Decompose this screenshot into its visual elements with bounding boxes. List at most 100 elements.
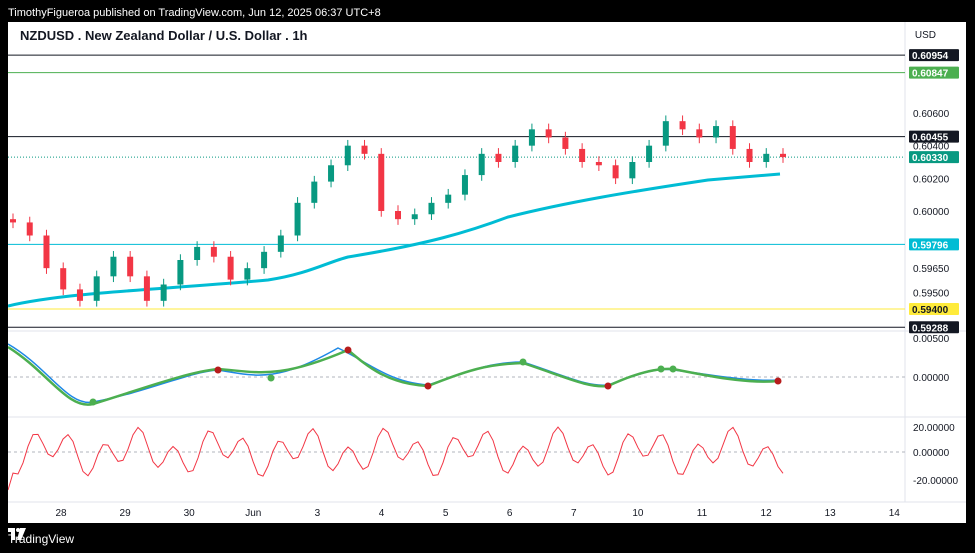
candle-body — [445, 194, 452, 203]
candle-body — [478, 153, 485, 176]
price-level-badge — [909, 321, 959, 334]
candle-body — [729, 126, 736, 149]
candle-body — [143, 276, 150, 301]
candle-body — [746, 148, 753, 162]
macd-cross-dot — [89, 398, 97, 406]
price-level-label: 0.60954 — [912, 51, 949, 62]
candle-body — [10, 219, 16, 223]
macd-tick-label: 0.00500 — [913, 334, 950, 345]
time-tick-label: 11 — [697, 508, 708, 519]
candle-body — [160, 284, 167, 301]
candle-body — [780, 153, 786, 158]
macd-cross-dot — [267, 374, 275, 382]
candle-body — [76, 289, 83, 301]
candle-body — [395, 211, 401, 220]
macd-cross-dot — [669, 365, 677, 373]
candle-body — [461, 175, 468, 195]
candle-body — [612, 165, 619, 179]
candle-body — [26, 222, 33, 236]
last-price-label: 0.60330 — [912, 153, 949, 164]
price-tick-label: 0.60400 — [913, 142, 950, 153]
macd-cross-dot — [657, 365, 665, 373]
footer-brand-label: TradingView — [8, 532, 75, 546]
candle-body — [344, 145, 351, 166]
candle-body — [60, 268, 67, 290]
candle-body — [227, 256, 234, 280]
footer-brand: TradingView — [8, 528, 74, 550]
price-tick-label: 0.60600 — [913, 109, 950, 120]
signal-line — [8, 345, 779, 406]
time-tick-label: 28 — [55, 508, 67, 519]
time-tick-label: 7 — [571, 508, 577, 519]
moving-average-line — [8, 172, 781, 308]
candle-body — [378, 153, 385, 211]
rsi-tick-label: 0.00000 — [913, 448, 950, 459]
candle-body — [328, 165, 335, 182]
price-level-label: 0.59400 — [912, 305, 949, 316]
rsi-line — [8, 426, 784, 491]
publisher-line: TimothyFigueroa published on TradingView… — [8, 7, 381, 19]
candle-body — [662, 121, 669, 146]
time-tick-label: 13 — [825, 508, 837, 519]
macd-cross-dot — [519, 358, 527, 366]
candle-body — [361, 145, 368, 154]
candle-body — [177, 260, 184, 285]
candle-body — [411, 214, 418, 220]
price-level-badge — [909, 130, 959, 143]
candle-body — [261, 251, 268, 269]
candle-body — [713, 126, 720, 138]
candle-body — [495, 153, 502, 162]
rsi-tick-label: -20.00000 — [913, 476, 958, 487]
candle-body — [294, 202, 301, 236]
candle-body — [629, 162, 636, 179]
candle-body — [646, 145, 653, 162]
chart-canvas[interactable]: 0.60600 0.60400 0.60200 0.60000 0.59650 0.595… — [8, 22, 966, 523]
price-level-badge — [909, 49, 959, 62]
candle-body — [110, 256, 117, 277]
price-level-label: 0.60455 — [912, 133, 949, 144]
price-tick-label: 0.60000 — [913, 207, 950, 218]
time-tick-label: 3 — [315, 508, 321, 519]
currency-label: USD — [914, 30, 936, 41]
candle-body — [763, 153, 770, 162]
price-tick-label: 0.59500 — [913, 289, 950, 300]
macd-cross-dot — [604, 382, 612, 390]
chart-card[interactable]: 0.60600 0.60400 0.60200 0.60000 0.59650 0.595… — [8, 22, 966, 523]
price-level-label: 0.59288 — [912, 323, 949, 334]
candle-body — [93, 276, 100, 301]
candle-body — [512, 145, 519, 162]
price-level-badge — [909, 66, 959, 79]
candle-body — [244, 268, 251, 280]
candle-body — [194, 246, 201, 260]
price-level-badge — [909, 238, 959, 251]
price-tick-label: 0.60200 — [913, 174, 950, 185]
time-tick-label: 4 — [379, 508, 385, 519]
time-tick-label: 5 — [443, 508, 449, 519]
macd-cross-dot — [424, 382, 432, 390]
tradingview-logo-icon — [8, 528, 26, 540]
candle-body — [428, 202, 435, 215]
candle-body — [210, 246, 217, 257]
time-tick-label: 29 — [120, 508, 132, 519]
candle-body — [595, 162, 602, 166]
candle-body — [43, 235, 50, 269]
time-tick-label: 30 — [184, 508, 196, 519]
candle-body — [679, 121, 686, 130]
last-price-badge — [909, 151, 959, 164]
candle-body — [311, 181, 318, 203]
price-level-badge — [909, 303, 959, 315]
candle-body — [696, 129, 703, 138]
macd-cross-dot — [774, 377, 782, 385]
time-tick-label: 10 — [632, 508, 644, 519]
macd-cross-dot — [214, 366, 222, 374]
time-tick-label: 6 — [507, 508, 513, 519]
macd-tick-label: 0.00000 — [913, 373, 950, 384]
time-tick-label: Jun — [245, 508, 261, 519]
time-tick-label: 12 — [761, 508, 773, 519]
candle-body — [562, 137, 569, 149]
candle-body — [528, 129, 535, 146]
price-tick-label: 0.59650 — [913, 264, 950, 275]
price-level-label: 0.59796 — [912, 240, 949, 251]
macd-cross-dot — [344, 346, 352, 354]
